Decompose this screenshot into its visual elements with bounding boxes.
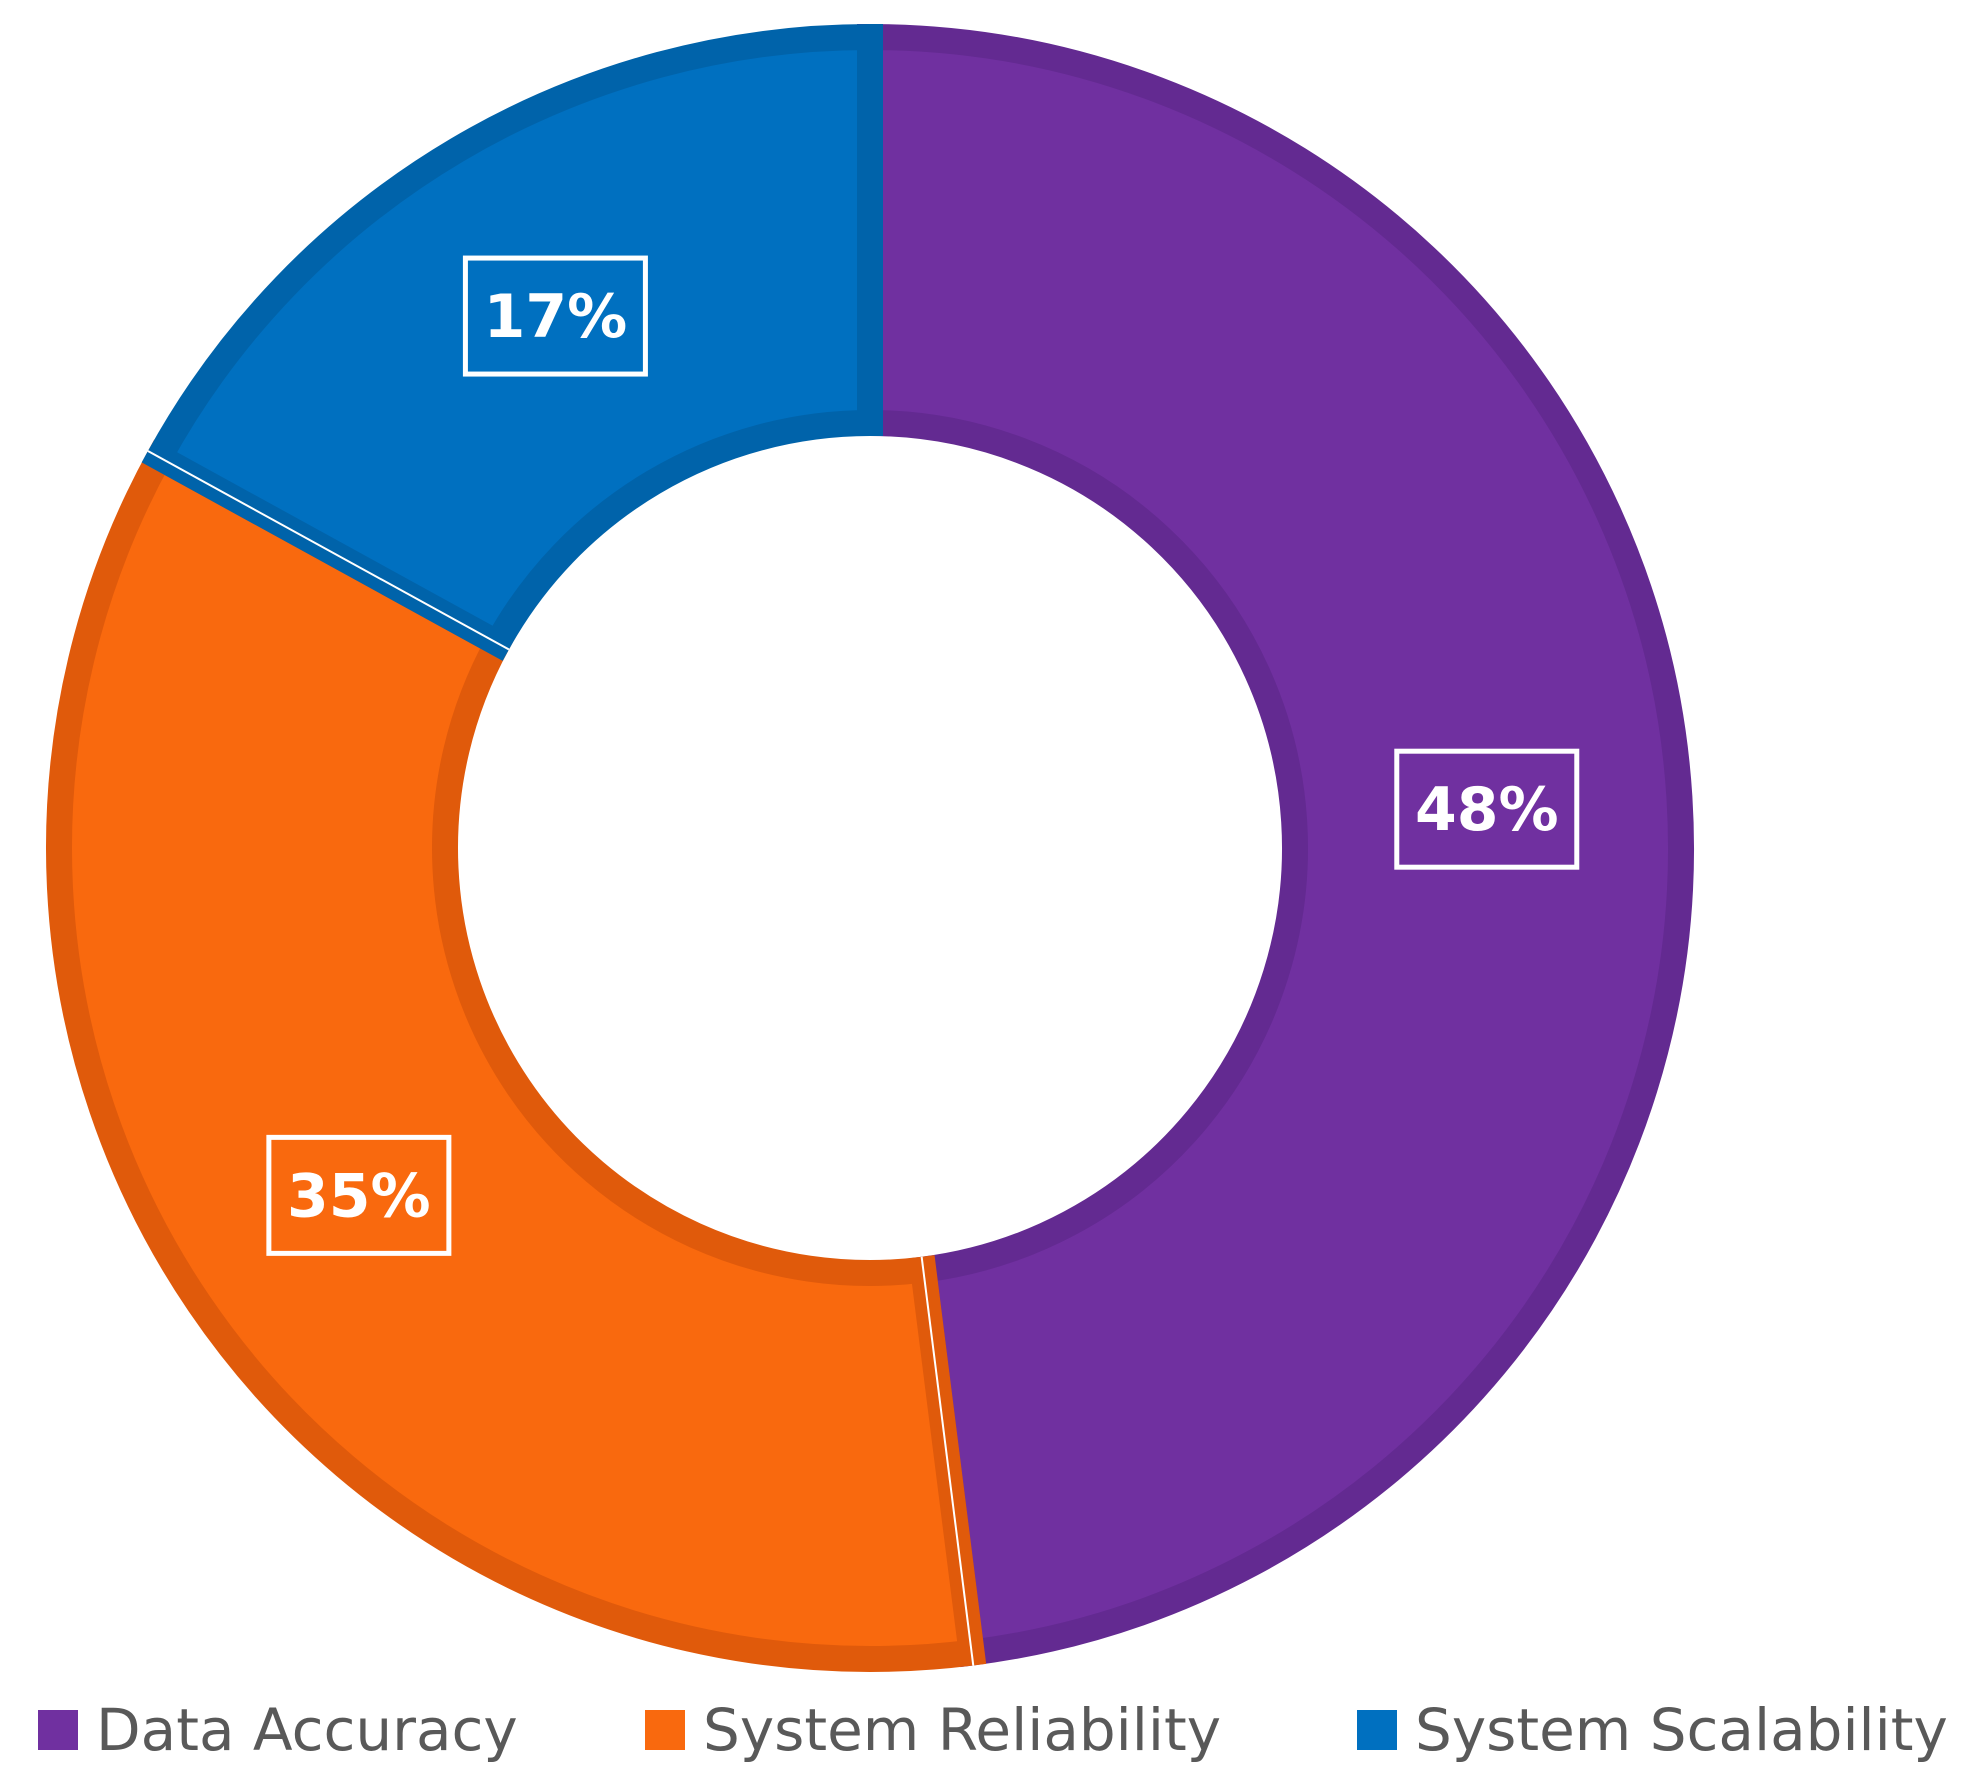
value-label-system-scalability: 17% [462, 255, 648, 377]
value-label-box [1394, 748, 1580, 870]
legend-label-system-reliability: System Reliability [703, 1696, 1222, 1764]
legend-swatch-system-scalability [1357, 1710, 1397, 1750]
donut-value-labels: 48% 35% 17% [266, 255, 1580, 1256]
legend-label-system-scalability: System Scalability [1415, 1696, 1948, 1764]
slice-separator [147, 450, 510, 651]
slice-system-scalability[interactable] [141, 23, 883, 661]
value-label-data-accuracy: 48% [1394, 748, 1580, 870]
value-label-text: 17% [484, 282, 628, 352]
value-label-text: 48% [1415, 775, 1559, 845]
chart-legend: Data Accuracy System Reliability System … [0, 1690, 1978, 1770]
slice-system-reliability[interactable] [46, 439, 987, 1672]
legend-swatch-system-reliability [645, 1710, 685, 1750]
legend-item-system-scalability[interactable]: System Scalability [1357, 1690, 1948, 1770]
legend-item-system-reliability[interactable]: System Reliability [645, 1690, 1221, 1770]
value-label-system-reliability: 35% [266, 1134, 452, 1256]
legend-item-data-accuracy[interactable]: Data Accuracy [38, 1690, 518, 1770]
slice-data-accuracy[interactable] [857, 23, 1694, 1668]
value-label-box [462, 255, 648, 377]
slice-separator [920, 1256, 975, 1666]
donut-slices [46, 23, 1694, 1672]
legend-swatch-data-accuracy [38, 1710, 78, 1750]
value-label-text: 35% [287, 1161, 431, 1231]
legend-label-data-accuracy: Data Accuracy [96, 1696, 518, 1764]
value-label-box [266, 1134, 452, 1256]
